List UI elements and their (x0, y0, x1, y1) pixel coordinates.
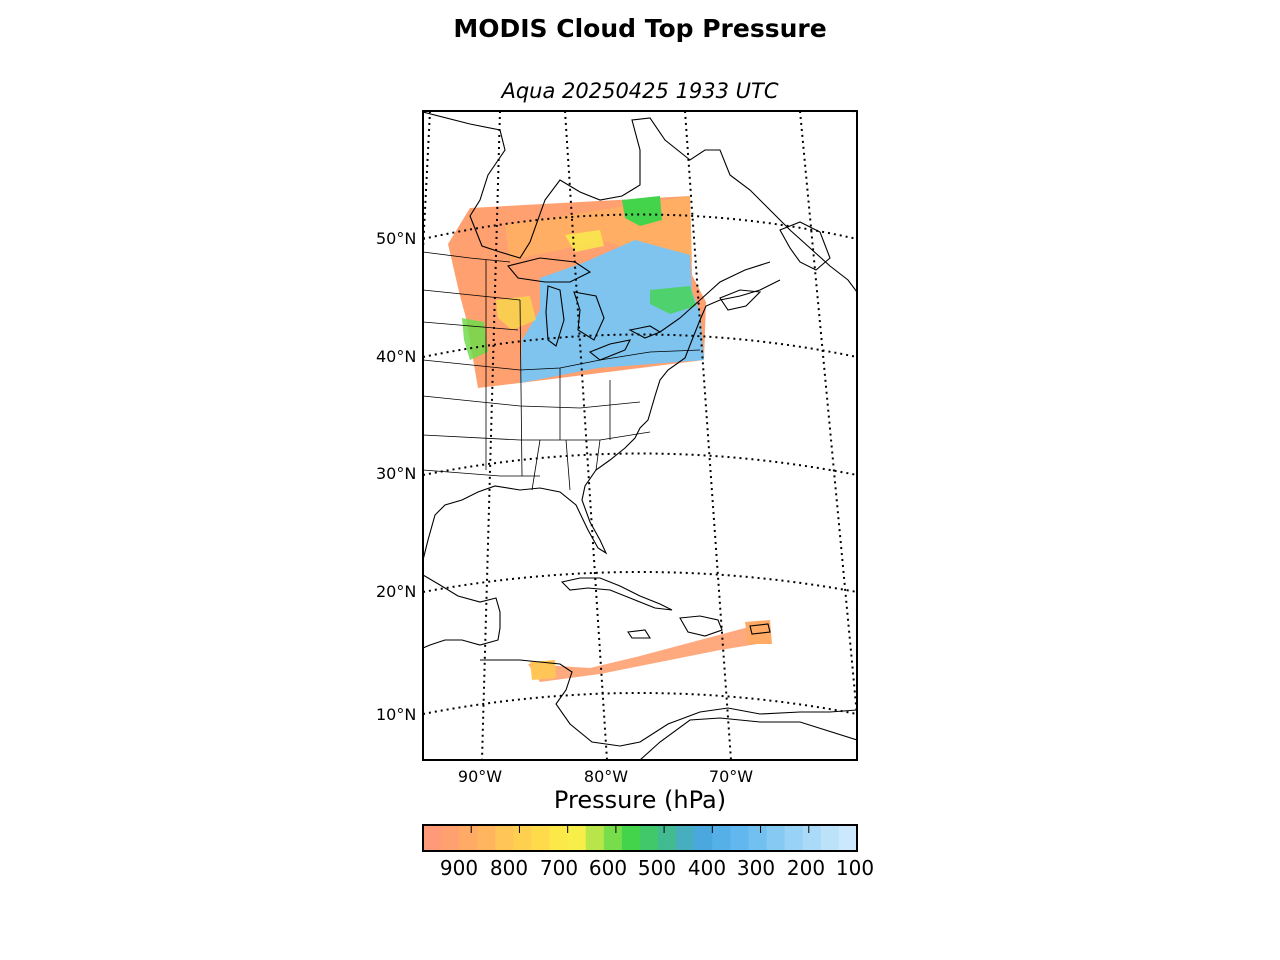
colorbar-segment (603, 825, 623, 851)
meridian-70w (684, 111, 732, 760)
border-c (423, 349, 701, 371)
colorbar-segment (802, 825, 822, 851)
colorbar-segment (621, 825, 641, 851)
colorbar-segment (784, 825, 804, 851)
st-lawrence (659, 261, 771, 333)
meridian-90w (481, 111, 501, 760)
colorbar-segment (513, 825, 533, 851)
colorbar-segment (694, 825, 713, 851)
parallel-60n (423, 111, 857, 113)
colorbar-tick-500: 500 (637, 856, 677, 880)
jamaica (627, 629, 651, 639)
lake-huron (573, 291, 605, 341)
colorbar-segment (423, 825, 442, 851)
meridian-80w (564, 111, 608, 760)
yucatan-coast (423, 574, 501, 649)
border-d (423, 395, 641, 409)
lat-label-40n: 40°N (376, 347, 417, 366)
colorbar-segment (748, 825, 768, 851)
colorbar-segment (730, 825, 750, 851)
colorbar-segment (766, 825, 786, 851)
lon-label-90w: 90°W (457, 767, 503, 786)
hudson-bay-coast (423, 111, 857, 293)
colorbar-label: Pressure (hPa) (553, 786, 727, 814)
colorbar-segment (549, 825, 569, 851)
colorbar-tick-400: 400 (687, 856, 727, 880)
puerto-rico (749, 623, 771, 635)
border-f (423, 469, 540, 477)
colorbar-segment (820, 825, 840, 851)
map-frame (422, 110, 858, 761)
state-borders (423, 251, 701, 491)
colorbar-segment (585, 825, 605, 851)
meridian-60w (799, 111, 857, 716)
south-america-coast (639, 717, 857, 760)
lake-superior (507, 257, 592, 283)
map-subtitle: Aqua 20250425 1933 UTC (501, 79, 779, 103)
colorbar-tick-800: 800 (489, 856, 529, 880)
colorbar (423, 825, 858, 851)
lon-label-80w: 80°W (583, 767, 629, 786)
parallel-50n (423, 213, 857, 240)
colorbar-segment (495, 825, 515, 851)
cloud-band-caribbean (528, 624, 770, 682)
colorbar-segment (676, 825, 695, 851)
atlantic-coast (423, 279, 781, 561)
hispaniola (679, 615, 723, 637)
cloud-patch-yellow-north (565, 230, 604, 252)
map-title: MODIS Cloud Top Pressure (453, 14, 827, 43)
newfoundland (779, 221, 831, 271)
colorbar-segment (477, 825, 496, 851)
border-j (565, 439, 571, 491)
cuba (560, 577, 673, 611)
central-america-coast (480, 659, 857, 747)
lat-label-10n: 10°N (376, 705, 417, 724)
colorbar-segment (640, 825, 659, 851)
border-i (531, 439, 541, 491)
lat-label-30n: 30°N (376, 464, 417, 483)
border-a (423, 289, 521, 301)
lake-erie (588, 339, 631, 361)
cloud-patch-green-north (622, 196, 662, 226)
colorbar-segment (567, 825, 587, 851)
meridian-100w (423, 111, 431, 251)
colorbar-segment (459, 825, 478, 851)
colorbar-tick-900: 900 (439, 856, 479, 880)
colorbar-segment (838, 825, 858, 851)
colorbar-tick-200: 200 (786, 856, 826, 880)
colorbar-tick-300: 300 (736, 856, 776, 880)
parallel-20n (423, 571, 857, 593)
colorbar-segment (712, 825, 732, 851)
colorbar-tick-600: 600 (588, 856, 628, 880)
lat-label-20n: 20°N (376, 582, 417, 601)
cloud-patch-green-ne (650, 286, 696, 314)
border-h (519, 299, 523, 477)
nova-scotia (719, 289, 762, 311)
parallel-30n (423, 452, 857, 476)
lake-michigan (545, 285, 565, 347)
canada-us-border (423, 251, 511, 263)
border-e (423, 431, 651, 441)
lon-label-70w: 70°W (708, 767, 754, 786)
colorbar-frame (422, 824, 858, 852)
border-b (423, 321, 519, 331)
colorbar-segment (658, 825, 677, 851)
colorbar-segment (531, 825, 551, 851)
border-k (595, 439, 601, 471)
colorbar-tick-700: 700 (539, 856, 579, 880)
cloud-swath-high (520, 240, 704, 383)
coastlines (423, 111, 857, 760)
cloud-patch-yellow-caribbean (530, 660, 556, 680)
lat-label-50n: 50°N (376, 229, 417, 248)
colorbar-segment (441, 825, 460, 851)
parallel-10n (423, 692, 857, 715)
colorbar-tick-100: 100 (835, 856, 875, 880)
graticule (423, 111, 857, 760)
cloud-patch-green-west (462, 318, 488, 360)
cloud-patch-yellow-west (496, 296, 536, 330)
